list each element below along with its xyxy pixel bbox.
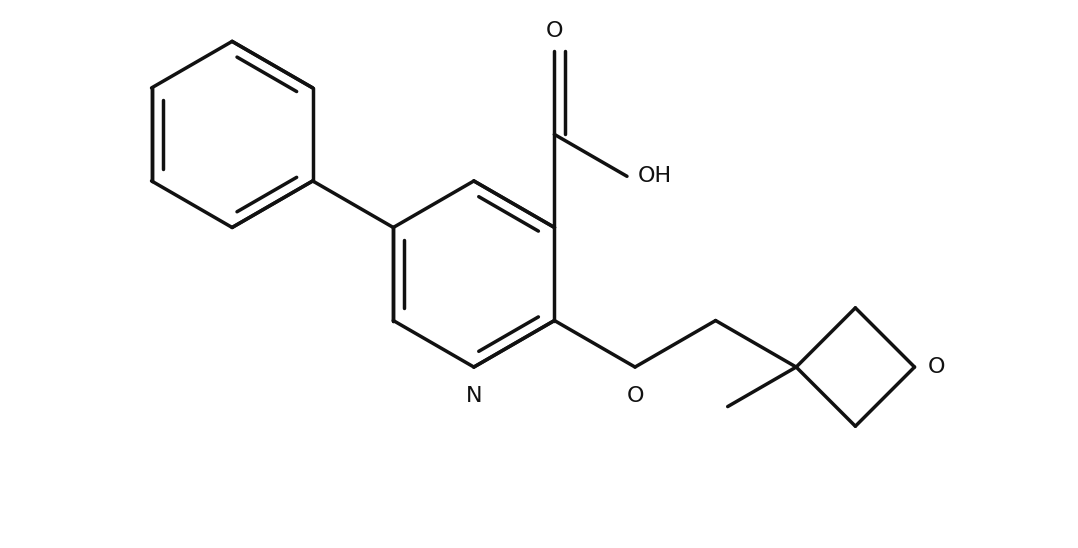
Text: O: O	[626, 386, 644, 406]
Text: O: O	[545, 21, 563, 42]
Text: O: O	[927, 357, 945, 377]
Text: OH: OH	[638, 166, 673, 186]
Text: N: N	[466, 386, 482, 406]
